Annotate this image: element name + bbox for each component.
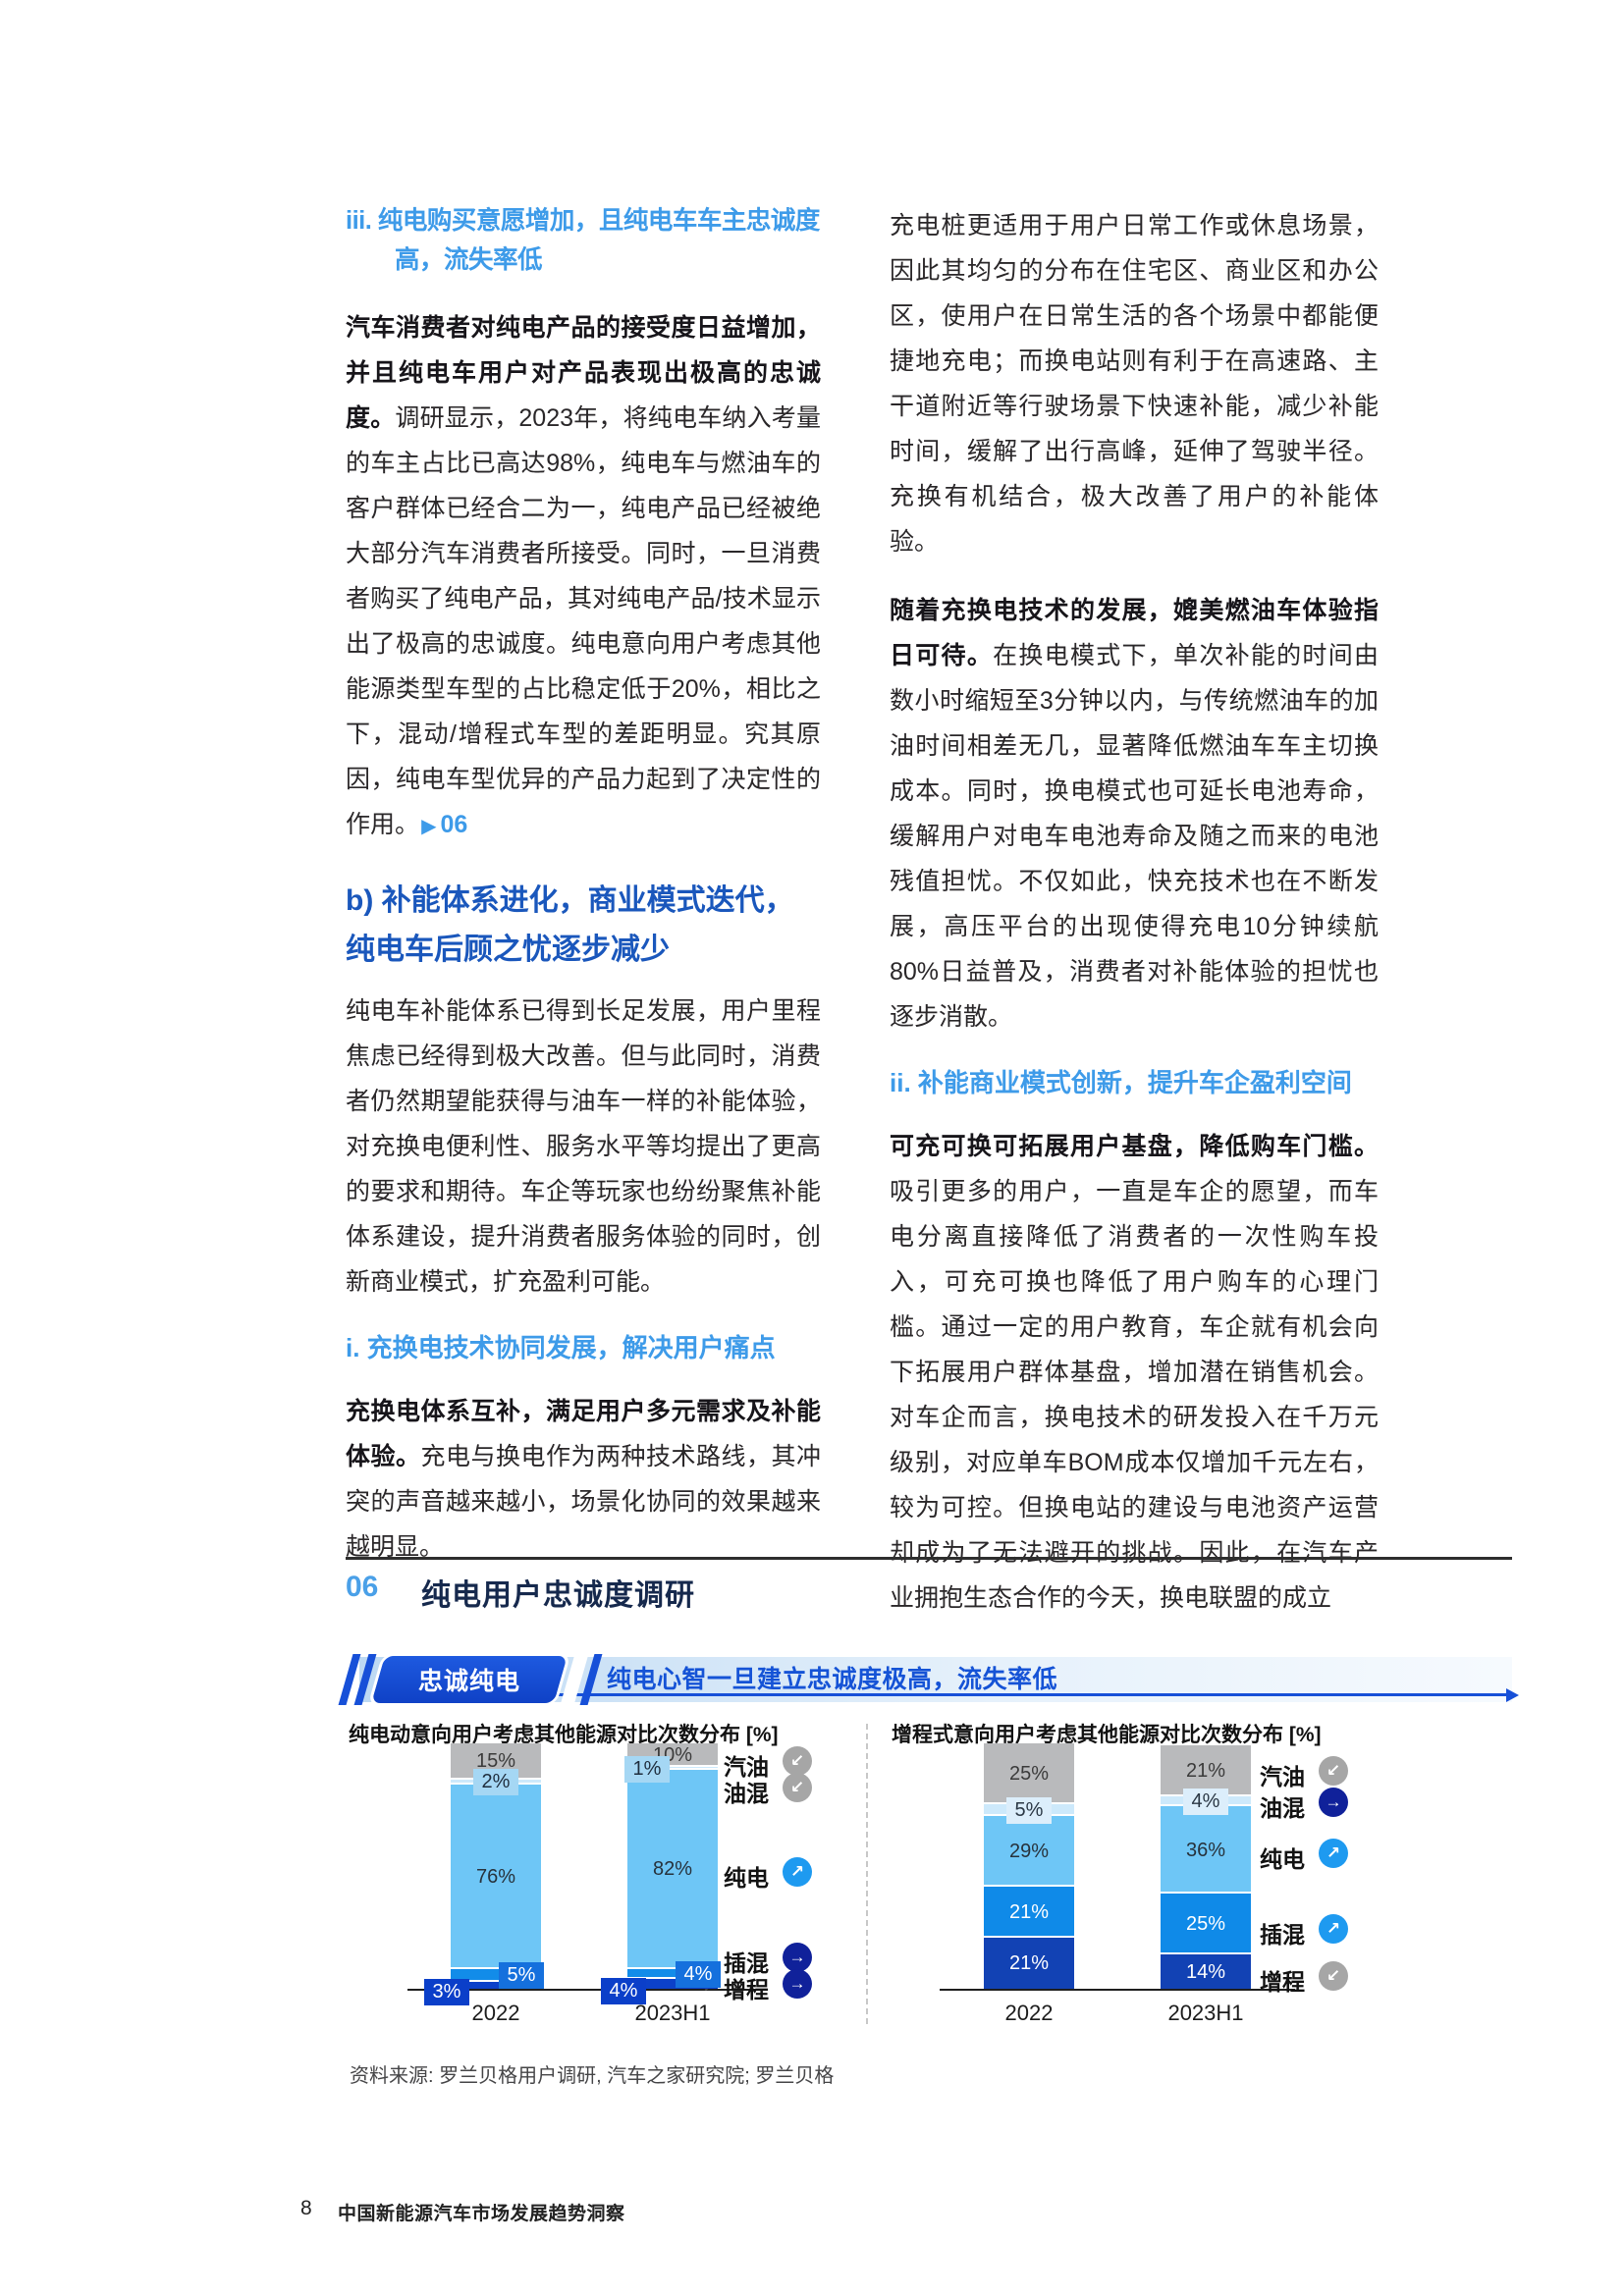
legend-label: 油混 bbox=[724, 1781, 769, 1806]
chart-erev-intenders: 增程式意向用户考虑其他能源对比次数分布 [%] 25% 5% 29% 21% 21% 202… bbox=[892, 1724, 1419, 2034]
paragraph-lead-bold: 可充可换可拓展用户基盘，降低购车门槛。 bbox=[890, 1133, 1379, 1160]
paragraph-loyalty: 汽车消费者对纯电产品的接受度日益增加，并且纯电车用户对产品表现出极高的忠诚度。调… bbox=[346, 314, 821, 838]
category-label: 2023H1 bbox=[1167, 2001, 1244, 2025]
legend-label: 增程 bbox=[1260, 1969, 1305, 1995]
segment-label: 25% bbox=[1185, 1913, 1226, 1936]
segment-label: 82% bbox=[652, 1858, 693, 1881]
loyalty-banner: 忠诚纯电 纯电心智一旦建立忠诚度极高，流失率低 bbox=[338, 1653, 1512, 1706]
segment-label-chip: 3% bbox=[424, 1979, 469, 2006]
legend-trend-flat-icon: → bbox=[783, 1943, 812, 1972]
figure-06-reference[interactable]: ▶ 06 bbox=[421, 811, 468, 838]
page-number: 8 bbox=[300, 2197, 312, 2219]
legend-trend-down-icon: ↙ bbox=[1319, 1961, 1348, 1991]
legend-label: 增程 bbox=[724, 1977, 769, 2002]
segment-label: 25% bbox=[1008, 1762, 1050, 1785]
banner-tagline: 纯电心智一旦建立忠诚度极高，流失率低 bbox=[607, 1666, 1058, 1693]
segment-label-chip: 4% bbox=[676, 1961, 721, 1989]
segment-label: 29% bbox=[1008, 1840, 1050, 1862]
legend-label: 插混 bbox=[1260, 1922, 1305, 1948]
segment-label-chip: 1% bbox=[624, 1755, 670, 1783]
chart-divider-dashed bbox=[866, 1724, 868, 2024]
figure-source: 资料来源: 罗兰贝格用户调研, 汽车之家研究院; 罗兰贝格 bbox=[350, 2065, 835, 2087]
section-heading-ii: ii. 补能商业模式创新，提升车企盈利空间 bbox=[890, 1068, 1352, 1097]
legend-label: 汽油 bbox=[724, 1754, 769, 1780]
segment-label-chip: 5% bbox=[499, 1962, 544, 1990]
chart-title: 增程式意向用户考虑其他能源对比次数分布 [%] bbox=[892, 1724, 1322, 1746]
legend-trend-flat-icon: → bbox=[1319, 1788, 1348, 1817]
banner-arrow-line bbox=[430, 1693, 1508, 1696]
banner-badge: 忠诚纯电 bbox=[367, 1653, 571, 1706]
figure-top-rule bbox=[346, 1557, 1512, 1560]
paragraph-charging-system: 纯电车补能体系已得到长足发展，用户里程焦虑已经得到极大改善。但与此同时，消费者仍… bbox=[346, 997, 821, 1296]
bar-segment bbox=[1161, 1806, 1251, 1895]
legend-trend-down-icon: ↙ bbox=[783, 1746, 812, 1776]
legend-trend-up-icon: ↗ bbox=[783, 1857, 812, 1887]
category-label: 2022 bbox=[471, 2001, 520, 2025]
section-heading-iii: iii. 纯电购买意愿增加，且纯电车车主忠诚度高，流失率低 bbox=[346, 207, 820, 274]
segment-label: 21% bbox=[1008, 1951, 1050, 1974]
bar-segment bbox=[984, 1815, 1074, 1887]
bar-segment bbox=[984, 1742, 1074, 1804]
bar-segment bbox=[984, 1886, 1074, 1938]
bar-segment bbox=[627, 1769, 718, 1970]
paragraph-business-model: 可充可换可拓展用户基盘，降低购车门槛。吸引更多的用户，一直是车企的愿望，而车电分… bbox=[890, 1133, 1379, 1612]
legend-trend-down-icon: ↙ bbox=[783, 1773, 812, 1802]
bar-segment bbox=[627, 1767, 718, 1770]
bar-segment bbox=[451, 1784, 541, 1970]
segment-label-chip: 4% bbox=[1183, 1789, 1228, 1816]
paragraph-charging-piles: 充电桩更适用于用户日常工作或休息场景，因此其均匀的分布在住宅区、商业区和办公区，… bbox=[890, 212, 1379, 556]
legend-label: 油混 bbox=[1260, 1795, 1305, 1821]
bar-segment bbox=[1161, 1745, 1251, 1797]
section-heading-i: i. 充换电技术协同发展，解决用户痛点 bbox=[346, 1333, 776, 1362]
legend-label: 纯电 bbox=[1260, 1846, 1305, 1872]
legend-trend-up-icon: ↗ bbox=[1319, 1914, 1348, 1944]
bar-segment bbox=[984, 1937, 1074, 1989]
left-column: iii. 纯电购买意愿增加，且纯电车车主忠诚度高，流失率低 汽车消费者对纯电产品… bbox=[346, 201, 821, 1593]
chart-bev-intenders: 纯电动意向用户考虑其他能源对比次数分布 [%] 15% 2% 76% 5% 3% 2022 1… bbox=[349, 1724, 871, 2034]
segment-label: 21% bbox=[1008, 1900, 1050, 1923]
segment-label-chip: 2% bbox=[473, 1769, 518, 1796]
paragraph-lead-bold: 随着充换电技术的发展，媲美燃油车体验指日可待。 bbox=[890, 597, 1379, 669]
paragraph-swap-experience: 随着充换电技术的发展，媲美燃油车体验指日可待。在换电模式下，单次补能的时间由数小… bbox=[890, 597, 1379, 1031]
right-column: 充电桩更适用于用户日常工作或休息场景，因此其均匀的分布在住宅区、商业区和办公区，… bbox=[890, 203, 1379, 1644]
arrow-right-icon bbox=[1506, 1688, 1519, 1702]
triangle-right-icon: ▶ bbox=[421, 816, 437, 837]
legend-label: 汽油 bbox=[1260, 1764, 1305, 1789]
paragraph-lead-bold: 充换电体系互补，满足用户多元需求及补能体验。 bbox=[346, 1398, 821, 1470]
segment-label: 76% bbox=[475, 1865, 516, 1888]
category-label: 2023H1 bbox=[634, 2001, 711, 2025]
bar-segment bbox=[451, 1981, 541, 1989]
legend-trend-down-icon: ↙ bbox=[1319, 1756, 1348, 1786]
footer-doc-title: 中国新能源汽车市场发展趋势洞察 bbox=[338, 2204, 625, 2224]
axis-line bbox=[407, 1989, 767, 1991]
figure-number: 06 bbox=[346, 1571, 379, 1603]
segment-label-chip: 4% bbox=[601, 1978, 646, 2005]
legend-label: 插混 bbox=[724, 1950, 769, 1976]
segment-label: 36% bbox=[1185, 1839, 1226, 1861]
paragraph-lead-bold: 汽车消费者对纯电产品的接受度日益增加，并且纯电车用户对产品表现出极高的忠诚度。 bbox=[346, 314, 821, 432]
segment-label: 15% bbox=[475, 1750, 516, 1773]
paragraph-charge-swap: 充换电体系互补，满足用户多元需求及补能体验。充电与换电作为两种技术路线，其冲突的… bbox=[346, 1398, 821, 1561]
axis-line bbox=[940, 1989, 1295, 1991]
legend-label: 纯电 bbox=[724, 1865, 769, 1891]
segment-label-chip: 5% bbox=[1006, 1796, 1052, 1824]
legend-trend-flat-icon: → bbox=[783, 1969, 812, 1999]
bar-segment bbox=[627, 1979, 718, 1989]
figure-title: 纯电用户忠诚度调研 bbox=[421, 1579, 695, 1612]
bar-segment bbox=[1161, 1954, 1251, 1989]
segment-label: 14% bbox=[1185, 1960, 1226, 1983]
bar-segment bbox=[627, 1969, 718, 1980]
section-heading-b: b) 补能体系进化，商业模式迭代，纯电车后顾之忧逐步减少 bbox=[346, 884, 794, 966]
bar-segment bbox=[1161, 1894, 1251, 1955]
category-label: 2022 bbox=[1004, 2001, 1054, 2025]
segment-label: 21% bbox=[1185, 1760, 1226, 1783]
legend-trend-up-icon: ↗ bbox=[1319, 1839, 1348, 1868]
chart-title: 纯电动意向用户考虑其他能源对比次数分布 [%] bbox=[349, 1724, 779, 1746]
